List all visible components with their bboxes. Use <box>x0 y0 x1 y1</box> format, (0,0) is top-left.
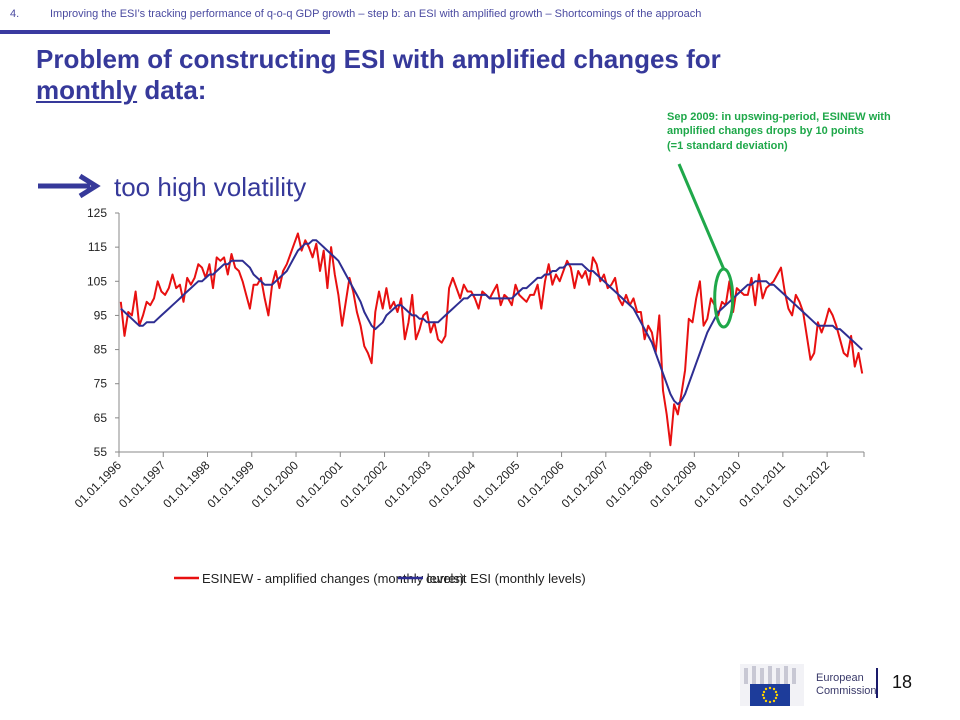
y-tick-label: 125 <box>87 206 107 220</box>
annotation-line-1: Sep 2009: in upswing-period, ESINEW with <box>667 111 891 123</box>
subtitle: too high volatility <box>114 172 307 202</box>
x-tick-label: 01.01.2008 <box>603 458 656 511</box>
esinew-series-line <box>119 232 864 447</box>
slide-title-text: Problem of constructing ESI with amplifi… <box>36 44 721 74</box>
x-tick-label: 01.01.1996 <box>72 458 125 511</box>
section-divider <box>0 30 330 34</box>
section-header: 4. Improving the ESI’s tracking performa… <box>0 0 960 40</box>
x-tick-label: 01.01.1999 <box>205 458 258 511</box>
x-tick-label: 01.01.2006 <box>514 458 567 511</box>
y-tick-label: 115 <box>88 240 107 254</box>
page-number: 18 <box>892 672 913 692</box>
x-tick-label: 01.01.2005 <box>470 458 523 511</box>
slide-title-suffix: data: <box>137 75 207 106</box>
legend-label-current-esi: current ESI (monthly levels) <box>426 571 586 586</box>
x-tick-label: 01.01.2010 <box>691 458 744 511</box>
eu-flag-icon <box>740 664 804 706</box>
section-number: 4. <box>10 8 20 20</box>
y-tick-label: 65 <box>94 411 108 425</box>
annotation-line-3: (=1 standard deviation) <box>667 139 788 152</box>
logo-line-2: Commission <box>816 685 877 698</box>
x-tick-label: 01.01.2002 <box>337 458 390 511</box>
x-tick-label: 01.01.1997 <box>116 458 169 511</box>
x-tick-label: 01.01.2000 <box>249 458 302 511</box>
x-tick-label: 01.01.2004 <box>426 458 479 511</box>
legend-label-esinew: ESINEW - amplified changes (monthly leve… <box>202 571 464 586</box>
x-tick-label: 01.01.2009 <box>647 458 700 511</box>
arrow-right-icon <box>38 173 101 199</box>
y-tick-label: 85 <box>94 343 108 357</box>
current-esi-series-line <box>120 239 863 406</box>
highlight-ellipse <box>713 267 735 329</box>
footer-divider <box>876 668 878 698</box>
annotation-callout: Sep 2009: in upswing-period, ESINEW with… <box>667 110 957 153</box>
x-tick-label: 01.01.1998 <box>160 458 213 511</box>
logo-wordmark: European Commission <box>816 672 877 698</box>
x-tick-label: 01.01.2003 <box>382 458 435 511</box>
logo-line-1: European <box>816 672 864 684</box>
section-title: Improving the ESI’s tracking performance… <box>50 8 702 20</box>
y-tick-label: 75 <box>94 377 108 391</box>
y-tick-label: 55 <box>94 445 108 459</box>
annotation-line-2: amplified changes drops by 10 points <box>667 125 864 138</box>
annotation-pointer-line <box>677 163 726 270</box>
x-tick-label: 01.01.2001 <box>293 458 346 511</box>
slide-title: Problem of constructing ESI with amplifi… <box>36 44 896 106</box>
x-tick-label: 01.01.2012 <box>780 458 833 511</box>
y-tick-label: 105 <box>87 274 107 288</box>
y-tick-label: 95 <box>94 308 108 322</box>
slide-title-emphasis: monthly <box>36 75 138 106</box>
x-tick-label: 01.01.2007 <box>559 458 612 511</box>
